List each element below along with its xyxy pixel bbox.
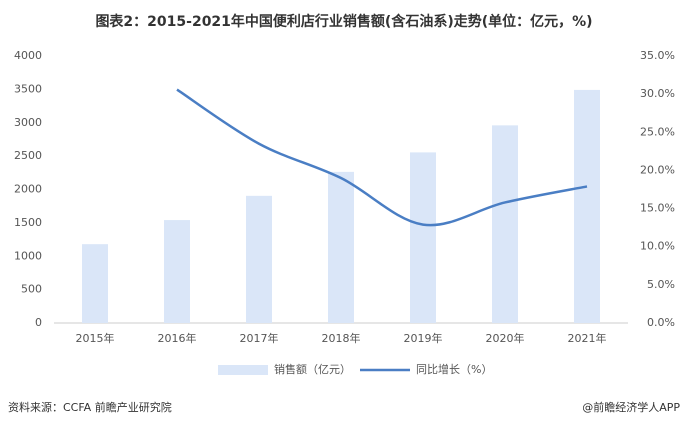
chart-title: 图表2：2015-2021年中国便利店行业销售额(含石油系)走势(单位：亿元，%… <box>95 13 592 30</box>
y-tick-label: 0 <box>35 316 42 329</box>
credit: @前瞻经济学人APP <box>582 400 680 414</box>
y-tick-label: 500 <box>21 283 42 296</box>
bar <box>164 220 190 323</box>
y-tick-label: 4000 <box>14 49 42 62</box>
y-tick-label: 2000 <box>14 183 42 196</box>
y2-tick-label: 0.0% <box>647 316 675 329</box>
bar <box>82 244 108 323</box>
y2-tick-label: 20.0% <box>640 163 675 176</box>
legend-label: 销售额（亿元） <box>274 362 351 376</box>
legend-label: 同比增长（%） <box>416 362 492 376</box>
bar <box>328 171 354 323</box>
x-tick-label: 2016年 <box>158 331 197 345</box>
source: 资料来源：CCFA 前瞻产业研究院 <box>8 400 172 414</box>
x-tick-label: 2018年 <box>322 331 361 345</box>
y2-tick-label: 5.0% <box>647 278 675 291</box>
y-tick-label: 3500 <box>14 82 42 95</box>
y-tick-label: 3000 <box>14 116 42 129</box>
y2-tick-label: 15.0% <box>640 202 675 215</box>
y2-tick-label: 35.0% <box>640 49 675 62</box>
bar <box>574 89 600 323</box>
x-tick-label: 2015年 <box>76 331 115 345</box>
y-tick-label: 2500 <box>14 149 42 162</box>
bar <box>492 125 518 324</box>
x-tick-label: 2020年 <box>486 331 525 345</box>
x-tick-label: 2021年 <box>568 331 607 345</box>
y-tick-label: 1000 <box>14 249 42 262</box>
y2-tick-label: 25.0% <box>640 125 675 138</box>
y2-tick-label: 30.0% <box>640 87 675 100</box>
legend-swatch <box>218 365 268 375</box>
bar <box>246 195 272 323</box>
bar <box>410 152 436 323</box>
line <box>176 88 588 227</box>
y-tick-label: 1500 <box>14 216 42 229</box>
x-tick-label: 2019年 <box>404 331 443 345</box>
x-tick-label: 2017年 <box>240 331 279 345</box>
y2-tick-label: 10.0% <box>640 240 675 253</box>
